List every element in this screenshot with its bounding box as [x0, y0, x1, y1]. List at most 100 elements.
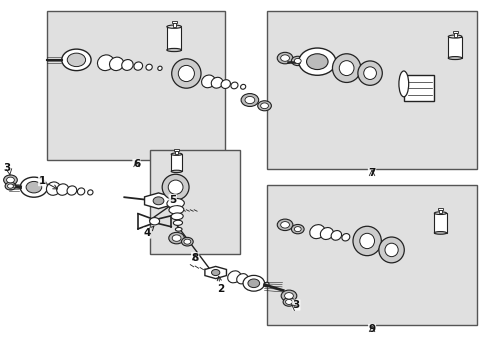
Ellipse shape: [167, 198, 184, 208]
Ellipse shape: [231, 82, 238, 89]
Bar: [150, 149, 240, 253]
Ellipse shape: [178, 66, 195, 82]
Ellipse shape: [364, 67, 376, 80]
Text: 3: 3: [3, 163, 10, 173]
Ellipse shape: [237, 274, 248, 284]
Bar: [404, 75, 434, 101]
Ellipse shape: [146, 64, 152, 70]
Polygon shape: [145, 193, 172, 209]
Ellipse shape: [171, 153, 182, 156]
Text: 6: 6: [133, 159, 140, 170]
Circle shape: [169, 232, 184, 244]
Circle shape: [20, 177, 48, 197]
Ellipse shape: [134, 62, 143, 70]
Ellipse shape: [360, 233, 374, 249]
Ellipse shape: [167, 48, 181, 51]
Bar: [448, 37, 462, 58]
Ellipse shape: [171, 213, 183, 220]
Ellipse shape: [201, 75, 215, 88]
Circle shape: [181, 237, 193, 246]
Bar: [439, 210, 442, 213]
Circle shape: [241, 94, 259, 107]
Circle shape: [286, 300, 293, 305]
Bar: [171, 154, 182, 171]
Ellipse shape: [310, 225, 325, 239]
Bar: [172, 23, 175, 27]
Circle shape: [184, 239, 191, 244]
Bar: [175, 150, 178, 154]
Ellipse shape: [399, 71, 409, 97]
Text: 3: 3: [293, 300, 300, 310]
Polygon shape: [205, 266, 226, 279]
Ellipse shape: [98, 55, 114, 71]
Ellipse shape: [434, 212, 446, 215]
Circle shape: [285, 293, 294, 299]
Ellipse shape: [434, 231, 446, 234]
Bar: [47, 12, 225, 160]
Ellipse shape: [109, 57, 123, 71]
Bar: [454, 33, 457, 37]
Ellipse shape: [228, 271, 241, 283]
Bar: [434, 213, 446, 233]
Circle shape: [281, 55, 290, 61]
Ellipse shape: [221, 80, 230, 89]
Ellipse shape: [167, 25, 181, 28]
Circle shape: [261, 103, 269, 109]
Ellipse shape: [255, 279, 262, 286]
Ellipse shape: [320, 228, 333, 239]
Ellipse shape: [246, 276, 255, 285]
Circle shape: [153, 197, 164, 205]
Circle shape: [281, 222, 290, 228]
Text: 2: 2: [217, 276, 224, 294]
Ellipse shape: [169, 206, 184, 214]
Ellipse shape: [358, 61, 382, 85]
Circle shape: [26, 181, 42, 193]
Ellipse shape: [88, 190, 93, 195]
Ellipse shape: [173, 220, 183, 225]
Ellipse shape: [332, 54, 361, 82]
Circle shape: [62, 49, 91, 71]
Bar: [438, 208, 443, 210]
Circle shape: [67, 53, 86, 67]
Circle shape: [283, 298, 295, 306]
Ellipse shape: [77, 188, 85, 195]
Ellipse shape: [448, 35, 462, 38]
Ellipse shape: [211, 77, 223, 88]
Circle shape: [243, 275, 265, 291]
Circle shape: [6, 177, 14, 183]
Text: 4: 4: [144, 226, 154, 238]
Bar: [172, 21, 176, 23]
Circle shape: [245, 96, 255, 104]
Circle shape: [3, 175, 17, 185]
Circle shape: [258, 101, 271, 111]
Ellipse shape: [379, 237, 404, 263]
Circle shape: [5, 182, 16, 190]
Circle shape: [294, 58, 301, 63]
Bar: [169, 201, 174, 207]
Ellipse shape: [264, 282, 269, 287]
Circle shape: [292, 56, 304, 66]
Ellipse shape: [448, 57, 462, 59]
Text: 7: 7: [368, 168, 376, 179]
Circle shape: [307, 54, 328, 69]
Bar: [267, 12, 477, 169]
Ellipse shape: [339, 60, 354, 76]
Circle shape: [299, 48, 336, 75]
Circle shape: [292, 225, 304, 234]
Ellipse shape: [385, 243, 398, 257]
Bar: [267, 185, 477, 325]
Ellipse shape: [47, 182, 60, 195]
Text: 9: 9: [368, 324, 376, 334]
Bar: [167, 27, 181, 50]
Text: 1: 1: [39, 176, 57, 189]
Circle shape: [149, 217, 160, 225]
Ellipse shape: [241, 84, 245, 89]
Bar: [453, 31, 458, 33]
Bar: [174, 149, 179, 150]
Ellipse shape: [175, 228, 182, 231]
Ellipse shape: [122, 59, 133, 71]
Ellipse shape: [67, 186, 77, 195]
Circle shape: [294, 226, 301, 231]
Circle shape: [7, 184, 13, 188]
Ellipse shape: [168, 180, 183, 194]
